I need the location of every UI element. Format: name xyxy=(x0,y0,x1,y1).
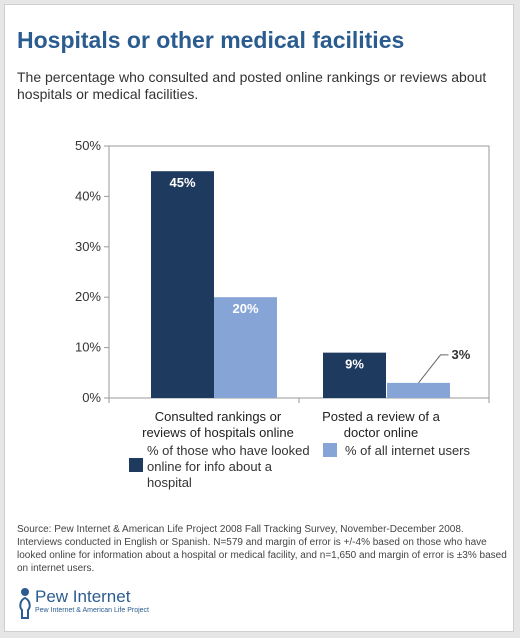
pew-internet-logo: Pew Internet Pew Internet & American Lif… xyxy=(17,587,149,624)
logo-subtitle: Pew Internet & American Life Project xyxy=(35,607,149,614)
y-tick-label: 40% xyxy=(75,188,101,203)
chart-card: Hospitals or other medical facilities Th… xyxy=(4,4,514,632)
data-label: 20% xyxy=(232,301,258,316)
bar-internet-users-1 xyxy=(387,382,450,398)
bar-hospital-seekers-0 xyxy=(151,171,214,398)
category-label-consulted: Consulted rankings or reviews of hospita… xyxy=(142,409,294,440)
legend-label-internet-users: % of all internet users xyxy=(345,443,471,458)
logo-name: Pew Internet xyxy=(35,587,131,606)
legend-swatch-hospital-seekers xyxy=(129,458,143,472)
bar-hospital-seekers-1 xyxy=(323,352,386,398)
data-label: 45% xyxy=(169,175,195,190)
chart-subtitle: The percentage who consulted and posted … xyxy=(17,69,487,102)
category-label-posted: Posted a review of a doctor online xyxy=(322,409,440,440)
legend-swatch-internet-users xyxy=(323,443,337,457)
data-label: 9% xyxy=(345,357,364,372)
bar-chart: 0% 10% 20% 30% 40% 50% 45% 9% 20% 3% xyxy=(75,138,490,405)
y-tick-label: 30% xyxy=(75,239,101,254)
y-tick-label: 0% xyxy=(82,390,101,405)
chart-title: Hospitals or other medical facilities xyxy=(17,27,405,53)
bar-internet-users-0 xyxy=(214,297,277,398)
y-tick-label: 10% xyxy=(75,340,101,355)
y-tick-label: 50% xyxy=(75,138,101,153)
data-label: 3% xyxy=(452,347,471,362)
legend-label-hospital-seekers: % of those who have looked online for in… xyxy=(147,443,310,490)
pew-person-icon xyxy=(19,588,31,619)
label-leader-line xyxy=(418,354,449,384)
y-tick-label: 20% xyxy=(75,289,101,304)
source-note: Source: Pew Internet & American Life Pro… xyxy=(17,524,507,574)
